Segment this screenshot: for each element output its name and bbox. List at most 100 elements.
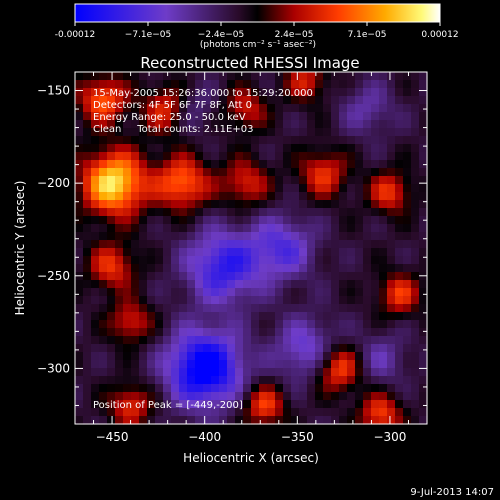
heatmap-cell <box>99 144 108 153</box>
heatmap-cell <box>395 144 404 153</box>
heatmap-cell <box>123 312 132 321</box>
heatmap-cell <box>267 216 276 225</box>
heatmap-cell <box>139 240 148 249</box>
heatmap-cell <box>91 392 100 401</box>
heatmap-cell <box>419 88 428 97</box>
heatmap-cell <box>307 368 316 377</box>
heatmap-cell <box>395 344 404 353</box>
heatmap-cell <box>355 272 364 281</box>
heatmap-cell <box>155 360 164 369</box>
heatmap-cell <box>187 280 196 289</box>
heatmap-cell <box>75 120 84 129</box>
heatmap-cell <box>195 312 204 321</box>
heatmap-cell <box>387 256 396 265</box>
heatmap-cell <box>235 352 244 361</box>
heatmap-cell <box>115 344 124 353</box>
heatmap-cell <box>75 368 84 377</box>
heatmap-cell <box>75 272 84 281</box>
heatmap-cell <box>123 144 132 153</box>
heatmap-cell <box>75 400 84 409</box>
heatmap-cell <box>235 200 244 209</box>
heatmap-cell <box>395 352 404 361</box>
heatmap-cell <box>403 400 412 409</box>
heatmap-cell <box>363 232 372 241</box>
heatmap-cell <box>395 416 404 425</box>
heatmap-cell <box>331 368 340 377</box>
heatmap-cell <box>75 80 84 89</box>
colorbar-tick-label: 0.00012 <box>421 30 458 40</box>
heatmap-cell <box>291 112 300 121</box>
heatmap-cell <box>347 112 356 121</box>
heatmap-cell <box>155 248 164 257</box>
heatmap-cell <box>123 152 132 161</box>
heatmap-cell <box>211 400 220 409</box>
heatmap-cell <box>171 200 180 209</box>
heatmap-cell <box>235 248 244 257</box>
heatmap-cell <box>179 328 188 337</box>
heatmap-cell <box>147 304 156 313</box>
heatmap-cell <box>355 400 364 409</box>
heatmap-cell <box>371 144 380 153</box>
heatmap-cell <box>355 376 364 385</box>
heatmap-cell <box>139 104 148 113</box>
y-tick-label: −300 <box>37 361 70 375</box>
heatmap-cell <box>371 312 380 321</box>
heatmap-cell <box>147 320 156 329</box>
heatmap-cell <box>299 72 308 81</box>
heatmap-cell <box>291 360 300 369</box>
heatmap-cell <box>307 312 316 321</box>
heatmap-cell <box>411 416 420 425</box>
annotation-total-counts: Clean Total counts: 2.11E+03 <box>93 124 253 135</box>
heatmap-cell <box>267 384 276 393</box>
heatmap-cell <box>299 280 308 289</box>
heatmap-cell <box>83 232 92 241</box>
heatmap-cell <box>363 416 372 425</box>
heatmap-cell <box>419 416 428 425</box>
heatmap-cell <box>123 288 132 297</box>
heatmap-cell <box>315 360 324 369</box>
heatmap-cell <box>395 216 404 225</box>
y-axis: −150−200−250−300 <box>37 71 427 425</box>
heatmap-cell <box>131 184 140 193</box>
heatmap-cell <box>403 368 412 377</box>
heatmap-cell <box>411 80 420 89</box>
heatmap-cell <box>219 160 228 169</box>
heatmap-cell <box>411 160 420 169</box>
heatmap-cell <box>243 80 252 89</box>
heatmap-cell <box>211 168 220 177</box>
heatmap-cell <box>315 120 324 129</box>
heatmap-cell <box>243 144 252 153</box>
heatmap-cell <box>315 176 324 185</box>
heatmap-cell <box>355 416 364 425</box>
heatmap-cell <box>275 408 284 417</box>
heatmap-cell <box>179 184 188 193</box>
heatmap-cell <box>179 176 188 185</box>
heatmap-cell <box>195 336 204 345</box>
heatmap-cell <box>283 248 292 257</box>
heatmap-cell <box>83 104 92 113</box>
heatmap-cell <box>107 208 116 217</box>
heatmap-cell <box>379 96 388 105</box>
heatmap-cell <box>419 192 428 201</box>
heatmap-cell <box>307 120 316 129</box>
heatmap-cell <box>187 152 196 161</box>
heatmap-cell <box>155 200 164 209</box>
heatmap-cell <box>371 104 380 113</box>
heatmap-cell <box>195 400 204 409</box>
heatmap-cell <box>267 160 276 169</box>
heatmap-cell <box>99 136 108 145</box>
heatmap-cell <box>419 376 428 385</box>
heatmap-cell <box>411 112 420 121</box>
heatmap-cell <box>203 192 212 201</box>
heatmap-cell <box>155 280 164 289</box>
heatmap-cell <box>411 232 420 241</box>
heatmap-cell <box>283 96 292 105</box>
heatmap-cell <box>155 256 164 265</box>
heatmap-cell <box>419 320 428 329</box>
heatmap-cell <box>123 344 132 353</box>
heatmap-cell <box>227 160 236 169</box>
heatmap-cell <box>155 136 164 145</box>
heatmap-cell <box>123 328 132 337</box>
heatmap-cell <box>91 384 100 393</box>
heatmap-cell <box>123 264 132 273</box>
